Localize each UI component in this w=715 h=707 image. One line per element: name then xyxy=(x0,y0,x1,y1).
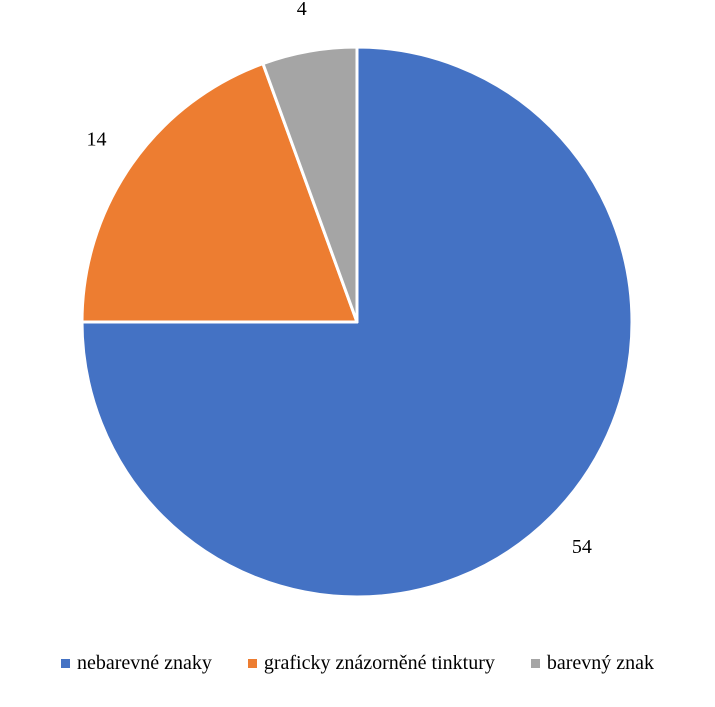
pie-slices xyxy=(80,45,634,599)
legend-swatch-graficky-znazornene-tinktury xyxy=(247,658,257,668)
pie-slice-graficky-znazornene-tinktury xyxy=(80,62,359,324)
legend-item-nebarevne-znaky: nebarevné znaky xyxy=(60,651,212,675)
pie-data-labels: 54 14 4 xyxy=(87,0,592,558)
legend-label-nebarevne-znaky: nebarevné znaky xyxy=(76,651,212,674)
data-label-barevny-znak: 4 xyxy=(297,0,307,20)
legend-label-graficky-znazornene-tinktury: graficky znázorněné tinktury xyxy=(263,651,495,674)
legend-label-barevny-znak: barevný znak xyxy=(546,651,655,674)
legend-item-barevny-znak: barevný znak xyxy=(530,651,655,675)
data-label-graficky-znazornene-tinktury: 14 xyxy=(87,129,107,151)
pie-plot-area: 54 14 4 xyxy=(80,0,634,599)
pie-slice-barevny-znak xyxy=(261,45,359,324)
legend-item-graficky-znazornene-tinktury: graficky znázorněné tinktury xyxy=(247,651,495,675)
legend: nebarevné znaky graficky znázorněné tink… xyxy=(0,648,715,678)
data-label-nebarevne-znaky: 54 xyxy=(572,536,592,558)
pie-slice-nebarevne-znaky xyxy=(80,45,634,599)
legend-swatch-nebarevne-znaky xyxy=(60,658,70,668)
legend-swatch-barevny-znak xyxy=(530,658,540,668)
